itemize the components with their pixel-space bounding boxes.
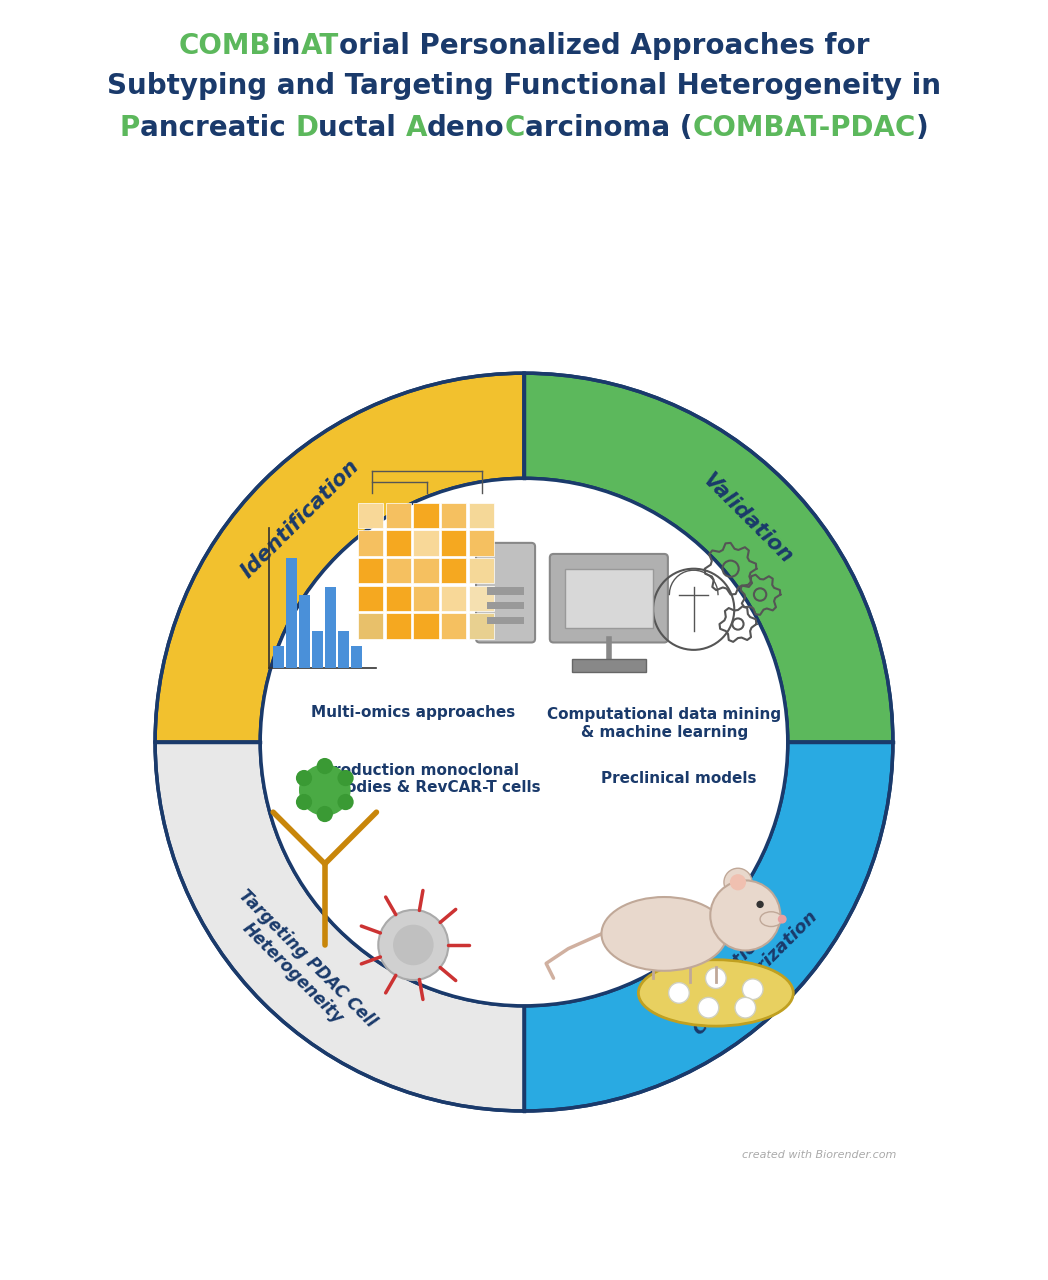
Circle shape	[393, 924, 434, 965]
Circle shape	[698, 997, 719, 1018]
Bar	[441, 558, 466, 584]
Circle shape	[669, 983, 690, 1004]
Wedge shape	[155, 374, 524, 742]
FancyBboxPatch shape	[476, 543, 536, 643]
Bar	[358, 503, 384, 529]
Circle shape	[296, 794, 312, 810]
Text: Targeting PDAC Cell
Heterogeneity: Targeting PDAC Cell Heterogeneity	[221, 886, 380, 1046]
Circle shape	[729, 874, 746, 891]
Text: uctal: uctal	[318, 114, 406, 142]
Bar	[441, 613, 466, 639]
Bar	[487, 617, 524, 625]
Circle shape	[778, 915, 787, 924]
Text: C: C	[505, 114, 525, 142]
Text: Preclinical models: Preclinical models	[602, 772, 757, 786]
Bar	[386, 558, 411, 584]
Circle shape	[316, 806, 333, 822]
Bar	[468, 530, 494, 556]
Circle shape	[299, 764, 351, 815]
Wedge shape	[155, 742, 524, 1111]
Bar	[413, 503, 439, 529]
Text: arcinoma (: arcinoma (	[525, 114, 693, 142]
Text: Production monoclonal
Antibodies & RevCAR-T cells: Production monoclonal Antibodies & RevCA…	[301, 763, 541, 795]
Circle shape	[735, 997, 756, 1018]
Text: COMBAT-PDAC: COMBAT-PDAC	[693, 114, 916, 142]
Text: AT: AT	[301, 32, 339, 60]
Bar	[468, 503, 494, 529]
Bar	[413, 586, 439, 611]
Bar	[358, 613, 384, 639]
Ellipse shape	[760, 911, 782, 927]
Text: Validation: Validation	[699, 470, 796, 567]
Text: A: A	[406, 114, 427, 142]
Circle shape	[296, 771, 312, 786]
Bar	[413, 613, 439, 639]
Text: COMB: COMB	[178, 32, 271, 60]
Ellipse shape	[602, 897, 727, 970]
Bar	[565, 568, 653, 627]
Wedge shape	[524, 742, 893, 1111]
Text: in: in	[271, 32, 301, 60]
Bar	[441, 586, 466, 611]
Bar	[468, 558, 494, 584]
Bar	[386, 613, 411, 639]
Bar	[386, 586, 411, 611]
Text: D: D	[294, 114, 318, 142]
Circle shape	[742, 979, 763, 1000]
Bar	[487, 602, 524, 609]
Text: ): )	[916, 114, 929, 142]
Circle shape	[260, 479, 788, 1006]
Text: Subtyping and Targeting Functional Heterogeneity in: Subtyping and Targeting Functional Heter…	[107, 72, 941, 100]
Wedge shape	[524, 374, 893, 742]
Bar	[286, 558, 297, 668]
Bar	[358, 558, 384, 584]
Ellipse shape	[638, 960, 793, 1027]
Bar	[358, 530, 384, 556]
Circle shape	[337, 771, 353, 786]
Text: orial Personalized Approaches for: orial Personalized Approaches for	[339, 32, 870, 60]
Text: created with Biorender.com: created with Biorender.com	[742, 1151, 896, 1160]
Circle shape	[705, 968, 726, 988]
Bar	[325, 588, 335, 668]
Bar	[413, 530, 439, 556]
Bar	[274, 646, 284, 668]
Circle shape	[337, 794, 353, 810]
Circle shape	[316, 758, 333, 774]
FancyBboxPatch shape	[550, 554, 668, 643]
Bar	[441, 503, 466, 529]
Bar	[487, 588, 524, 594]
Bar	[441, 530, 466, 556]
Bar	[337, 631, 349, 668]
Bar	[386, 530, 411, 556]
Text: Functional
Characterization: Functional Characterization	[675, 892, 821, 1039]
Bar	[468, 613, 494, 639]
Text: deno: deno	[427, 114, 505, 142]
Bar	[572, 659, 646, 672]
Circle shape	[724, 868, 752, 896]
Bar	[299, 594, 310, 668]
Text: Computational data mining
& machine learning: Computational data mining & machine lear…	[547, 708, 781, 740]
Circle shape	[378, 910, 449, 980]
Bar	[358, 586, 384, 611]
Bar	[351, 646, 362, 668]
Bar	[312, 631, 323, 668]
Circle shape	[711, 881, 781, 951]
Circle shape	[757, 901, 764, 908]
Text: Identification: Identification	[238, 456, 364, 581]
Text: P: P	[119, 114, 139, 142]
Bar	[386, 503, 411, 529]
Bar	[468, 586, 494, 611]
Text: ancreatic: ancreatic	[139, 114, 294, 142]
Bar	[413, 558, 439, 584]
Text: Multi-omics approaches: Multi-omics approaches	[311, 705, 516, 721]
